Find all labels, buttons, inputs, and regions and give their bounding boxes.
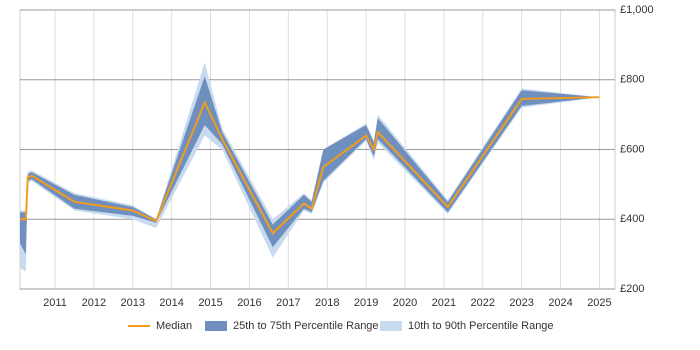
legend-label: Median [156,320,192,332]
x-tick-label: 2018 [315,297,339,309]
x-tick-label: 2024 [548,297,572,309]
legend-swatch [380,321,402,331]
median-line [20,96,600,235]
y-tick-label: £400 [620,213,644,225]
x-tick-label: 2025 [587,297,611,309]
x-tick-label: 2021 [432,297,456,309]
x-tick-label: 2013 [121,297,145,309]
y-tick-label: £200 [620,283,644,295]
legend-swatch [205,321,227,331]
legend-label: 25th to 75th Percentile Range [233,320,379,332]
x-tick-label: 2014 [159,297,183,309]
x-tick-label: 2011 [43,297,67,309]
x-tick-label: 2015 [198,297,222,309]
x-tick-label: 2020 [393,297,417,309]
x-tick-label: 2023 [509,297,533,309]
y-tick-label: £1,000 [620,4,654,16]
y-tick-label: £600 [620,143,644,155]
percentile-band [20,76,600,255]
x-tick-label: 2022 [471,297,495,309]
x-tick-label: 2017 [276,297,300,309]
legend-label: 10th to 90th Percentile Range [408,320,554,332]
y-tick-label: £800 [620,74,644,86]
x-tick-label: 2016 [237,297,261,309]
x-tick-label: 2012 [82,297,106,309]
x-tick-label: 2019 [354,297,378,309]
